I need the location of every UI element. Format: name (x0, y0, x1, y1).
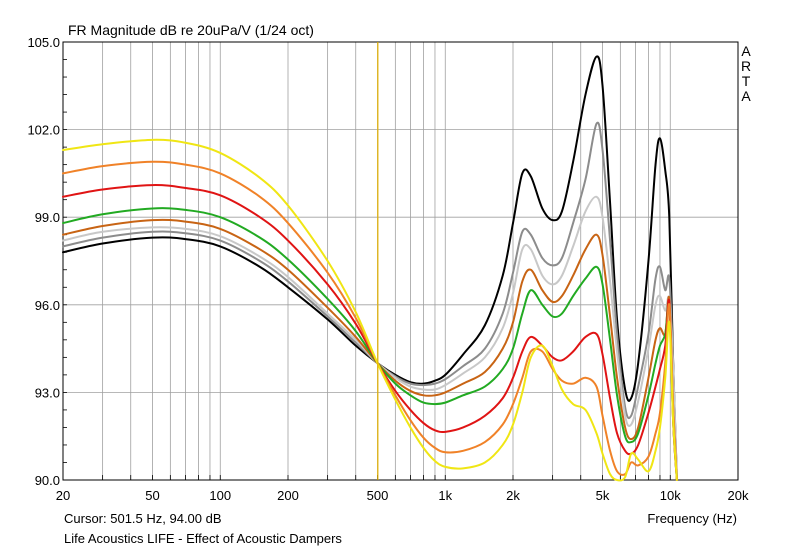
cursor-readout: Cursor: 501.5 Hz, 94.00 dB (64, 511, 222, 526)
chart-title: FR Magnitude dB re 20uPa/V (1/24 oct) (68, 22, 314, 38)
x-tick-label: 100 (209, 488, 231, 503)
x-tick-label: 20 (56, 488, 70, 503)
y-tick-label: 96.0 (35, 298, 60, 313)
series-line-yellow (62, 138, 678, 482)
x-axis-ticks: 20 50 100 200 500 1k 2k 5k 10k 20k (56, 488, 749, 503)
watermark-letter: R (741, 58, 751, 74)
plot-frame (62, 41, 739, 481)
series-line-dark-orange (62, 218, 678, 481)
x-tick-label: 10k (660, 488, 681, 503)
series-line-orange (62, 160, 678, 481)
x-tick-label: 50 (145, 488, 159, 503)
y-tick-label: 99.0 (35, 210, 60, 225)
y-tick-label: 93.0 (35, 385, 60, 400)
x-axis-label: Frequency (Hz) (647, 511, 737, 526)
series-line-black (62, 55, 678, 481)
y-tick-label: 105.0 (27, 35, 60, 50)
x-tick-label: 200 (277, 488, 299, 503)
watermark-letter: A (741, 43, 751, 59)
x-tick-label: 2k (506, 488, 520, 503)
series-line-gray (62, 121, 678, 481)
watermark-letter: T (742, 73, 751, 89)
watermark-letter: A (741, 88, 751, 104)
y-tick-label: 90.0 (35, 473, 60, 488)
x-tick-label: 20k (728, 488, 749, 503)
chart-grid (63, 41, 738, 481)
x-tick-label: 5k (596, 488, 610, 503)
series-line-red (62, 184, 678, 481)
series-line-light-gray (62, 195, 678, 481)
y-tick-label: 102.0 (27, 123, 60, 138)
x-tick-label: 1k (438, 488, 452, 503)
y-axis-ticks: 105.0 102.0 99.0 96.0 93.0 90.0 (27, 35, 60, 488)
series-layer (62, 55, 678, 482)
series-line-green (62, 207, 678, 481)
footer-caption: Life Acoustics LIFE - Effect of Acoustic… (64, 531, 342, 546)
x-tick-label: 500 (367, 488, 389, 503)
